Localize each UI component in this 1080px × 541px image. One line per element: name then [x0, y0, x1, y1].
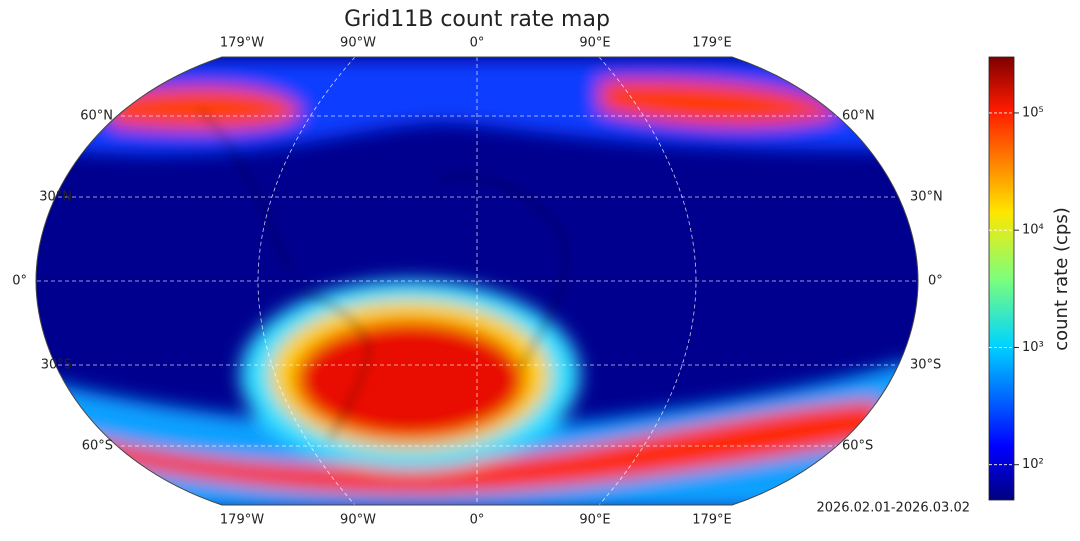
- colorbar-tick-label: 10²: [1022, 457, 1044, 472]
- lat-label: 60°N: [842, 109, 875, 124]
- lat-label: 0°: [928, 274, 943, 289]
- colorbar-tick-label: 10³: [1022, 340, 1044, 355]
- lat-label: 30°S: [910, 358, 941, 373]
- lat-label: 60°S: [842, 439, 873, 454]
- lon-label: 90°E: [579, 36, 610, 51]
- lat-label: 30°S: [41, 358, 72, 373]
- lon-label: 179°E: [692, 513, 732, 528]
- lon-label: 179°W: [220, 36, 264, 51]
- lat-label: 60°S: [82, 439, 113, 454]
- lon-label: 90°E: [579, 513, 610, 528]
- lon-label: 90°W: [340, 513, 376, 528]
- lat-label: 0°: [12, 274, 27, 289]
- lat-label: 60°N: [80, 109, 113, 124]
- title: Grid11B count rate map: [344, 7, 610, 32]
- lon-label: 0°: [470, 513, 485, 528]
- lat-label: 30°N: [39, 190, 72, 205]
- lon-label: 0°: [470, 36, 485, 51]
- date-range: 2026.02.01-2026.03.02: [816, 501, 970, 516]
- map: [36, 57, 918, 505]
- lat-label: 30°N: [910, 190, 943, 205]
- colorbar: [988, 56, 1015, 501]
- map-outline: [35, 56, 919, 506]
- colorbar-tick-label: 10⁵: [1022, 105, 1044, 120]
- lon-label: 90°W: [340, 36, 376, 51]
- colorbar-label: count rate (cps): [1051, 207, 1072, 351]
- lon-label: 179°W: [220, 513, 264, 528]
- colorbar-tick-label: 10⁴: [1022, 223, 1044, 238]
- lon-label: 179°E: [692, 36, 732, 51]
